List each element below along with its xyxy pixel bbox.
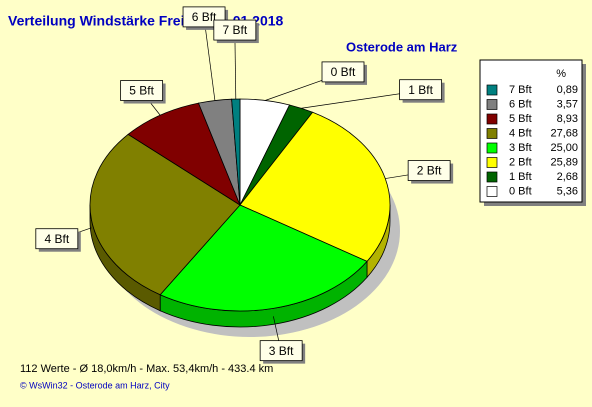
legend-label: 5 Bft: [509, 113, 532, 125]
pie-slice: [231, 98, 241, 206]
legend-value: 25,00: [550, 142, 578, 154]
legend-swatch: [486, 186, 498, 197]
legend-swatch: [486, 84, 498, 96]
legend: 7 Bft 0,89 6 Bft 3,57 5 Bft 8,93 4 Bft 27,68 3 B…: [486, 84, 578, 197]
legend-swatch: [486, 157, 498, 168]
legend-swatch: [486, 113, 498, 125]
footer: 112 Werte - Ø 18,0km/h - Max. 53,4km/h -…: [20, 363, 273, 375]
pie-slice: [239, 111, 391, 262]
legend-label: 2 Bft: [509, 156, 532, 168]
legend-swatch: [486, 99, 498, 110]
legend-value: 27,68: [550, 127, 578, 139]
label-box: [120, 80, 164, 101]
label-box: [407, 160, 451, 181]
slice-label: 3 Bft: [269, 344, 294, 358]
pie-slice: [89, 133, 241, 296]
slice-label: 4 Bft: [44, 232, 69, 246]
legend-value: 5,36: [557, 185, 578, 197]
legend-label: 4 Bft: [509, 127, 532, 139]
pie-slice: [127, 102, 241, 207]
legend-value: 8,93: [557, 113, 578, 125]
slice-label: 2 Bft: [417, 164, 442, 178]
slice-label: 1 Bft: [408, 83, 433, 97]
legend-swatch: [486, 128, 498, 139]
legend-value: 0,89: [557, 84, 578, 96]
slice-label: 0 Bft: [331, 65, 356, 79]
leader-line: [203, 17, 216, 101]
legend-swatch: [486, 171, 498, 183]
slice-label: 5 Bft: [129, 84, 154, 98]
legend-header: %: [556, 68, 566, 80]
slice-label: 7 Bft: [222, 23, 247, 37]
legend-label: 1 Bft: [509, 171, 532, 183]
slice-label: 6 Bft: [192, 10, 217, 24]
credit: © WsWin32 - Osterode am Harz, City: [20, 380, 170, 390]
chart-subtitle: Osterode am Harz: [346, 39, 458, 54]
legend-label: 3 Bft: [509, 142, 532, 154]
legend-label: 6 Bft: [509, 98, 532, 110]
legend-label: 0 Bft: [509, 185, 532, 197]
pie-slice: [159, 204, 368, 312]
legend-value: 2,68: [557, 171, 578, 183]
legend-swatch: [486, 142, 498, 154]
label-box: [321, 61, 365, 83]
legend-value: 3,57: [557, 98, 578, 110]
label-box: [35, 228, 79, 250]
label-box: [399, 79, 443, 101]
legend-label: 7 Bft: [509, 84, 532, 96]
legend-value: 25,89: [550, 156, 578, 168]
label-box: [213, 19, 257, 41]
label-box: [259, 340, 303, 362]
